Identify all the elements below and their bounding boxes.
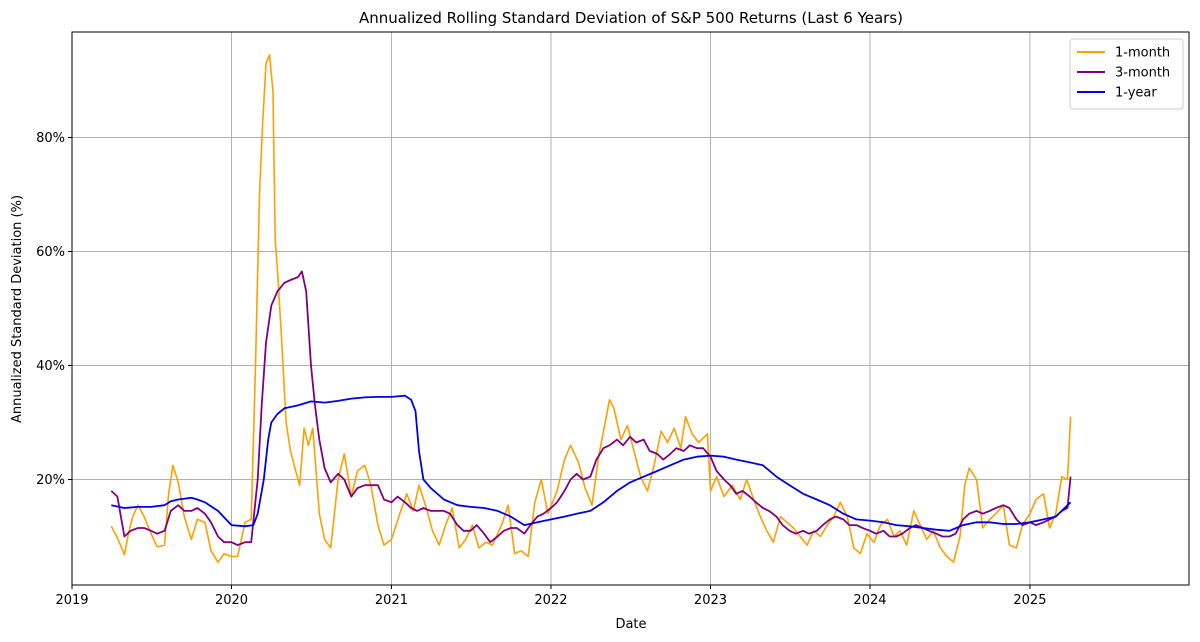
gridlines bbox=[71, 32, 1189, 585]
chart-title: Annualized Rolling Standard Deviation of… bbox=[359, 9, 903, 27]
y-tick-label: 60% bbox=[36, 245, 65, 260]
x-tick-label: 2019 bbox=[55, 593, 88, 608]
legend: 1-month 3-month 1-year bbox=[1069, 38, 1184, 110]
y-axis-label: Annualized Standard Deviation (%) bbox=[10, 195, 25, 423]
legend-label: 1-month bbox=[1115, 46, 1170, 61]
y-tick-label: 40% bbox=[36, 359, 65, 374]
y-tick-label: 80% bbox=[36, 131, 65, 146]
x-axis-ticks: 2019 2020 2021 2022 2023 2024 2025 bbox=[55, 585, 1046, 608]
legend-label: 1-year bbox=[1115, 86, 1157, 101]
series-line-1-month bbox=[110, 54, 1072, 563]
x-tick-label: 2023 bbox=[694, 593, 727, 608]
series-line-1-year bbox=[111, 394, 1072, 532]
legend-label: 3-month bbox=[1115, 66, 1170, 81]
x-tick-label: 2021 bbox=[375, 593, 408, 608]
x-tick-label: 2025 bbox=[1013, 593, 1046, 608]
plot-frame bbox=[71, 31, 1190, 586]
x-tick-label: 2020 bbox=[215, 593, 248, 608]
y-axis-ticks: 20% 40% 60% 80% bbox=[36, 131, 72, 488]
series-lines bbox=[110, 54, 1072, 563]
x-axis-label: Date bbox=[615, 617, 646, 632]
x-tick-label: 2022 bbox=[534, 593, 567, 608]
x-tick-label: 2024 bbox=[853, 593, 886, 608]
y-tick-label: 20% bbox=[36, 473, 65, 488]
